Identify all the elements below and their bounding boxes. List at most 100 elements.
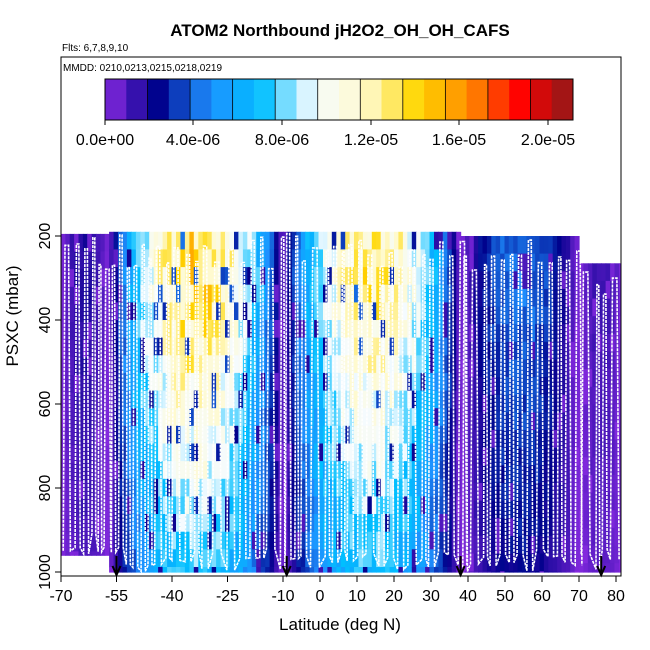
- heatmap-cell: [291, 390, 297, 409]
- heatmap-cell: [260, 284, 266, 303]
- heatmap-cell: [61, 251, 66, 270]
- heatmap-cell: [247, 249, 253, 268]
- heatmap-cell: [380, 302, 386, 321]
- heatmap-cell: [478, 253, 484, 272]
- heatmap-cell: [389, 443, 395, 462]
- heatmap-cell: [491, 288, 497, 308]
- heatmap-cell: [144, 443, 150, 462]
- heatmap-cell: [389, 531, 395, 550]
- heatmap-cell: [469, 553, 475, 572]
- heatmap-cell: [526, 324, 532, 343]
- heatmap-cell: [153, 496, 159, 515]
- heatmap-cell: [87, 269, 93, 288]
- heatmap-cell: [416, 231, 422, 250]
- heatmap-cell: [469, 571, 475, 573]
- heatmap-cell: [274, 372, 280, 392]
- heatmap-cell: [610, 404, 616, 423]
- heatmap-cell: [438, 461, 444, 480]
- heatmap-cell: [91, 498, 97, 517]
- heatmap-cell: [402, 231, 408, 250]
- heatmap-cell: [251, 231, 257, 250]
- heatmap-cell: [614, 386, 620, 405]
- heatmap-cell: [122, 478, 128, 497]
- colorbar-tick-label: 2.0e-05: [521, 132, 575, 149]
- heatmap-cell: [614, 475, 620, 494]
- heatmap-cell: [398, 425, 404, 444]
- colorbar-swatch: [275, 79, 297, 120]
- heatmap-cell: [87, 392, 93, 411]
- colorbar-swatch: [487, 79, 510, 120]
- heatmap-cell: [451, 267, 457, 286]
- heatmap-cell: [256, 302, 262, 321]
- heatmap-cell: [601, 422, 607, 441]
- heatmap-cell: [78, 286, 84, 305]
- heatmap-cell: [118, 408, 124, 427]
- heatmap-cell: [144, 478, 150, 497]
- heatmap-cell: [135, 249, 141, 268]
- heatmap-cell: [211, 567, 217, 573]
- heatmap-cell: [570, 518, 576, 537]
- heatmap-cell: [234, 478, 240, 497]
- heatmap-cell: [265, 231, 271, 250]
- heatmap-cell: [234, 355, 240, 374]
- heatmap-cell: [291, 496, 297, 515]
- heatmap-cell: [619, 386, 621, 405]
- heatmap-cell: [104, 551, 110, 556]
- heatmap-cell: [478, 518, 484, 537]
- heatmap-cell: [158, 514, 164, 533]
- heatmap-cell: [460, 306, 466, 325]
- heatmap-cell: [583, 527, 589, 547]
- heatmap-cell: [184, 531, 190, 550]
- heatmap-cell: [104, 463, 110, 482]
- heatmap-cell: [87, 322, 93, 341]
- heatmap-cell: [74, 410, 80, 429]
- heatmap-cell: [389, 496, 395, 515]
- heatmap-cell: [522, 412, 527, 431]
- plot-frame: [60, 56, 622, 577]
- heatmap-cell: [500, 535, 506, 555]
- heatmap-cell: [265, 531, 271, 550]
- heatmap-cell: [131, 249, 137, 268]
- heatmap-cell: [144, 355, 150, 374]
- heatmap-cell: [473, 535, 479, 555]
- heatmap-cell: [371, 372, 377, 392]
- heatmap-cell: [340, 390, 346, 409]
- heatmap-cell: [247, 231, 253, 250]
- heatmap-cell: [189, 249, 195, 268]
- heatmap-cell: [416, 531, 422, 550]
- heatmap-cell: [314, 425, 320, 444]
- heatmap-cell: [309, 461, 315, 480]
- heatmap-cell: [87, 410, 93, 429]
- heatmap-cell: [522, 324, 527, 343]
- heatmap-cell: [131, 408, 137, 427]
- heatmap-cell: [570, 324, 576, 343]
- heatmap-cell: [438, 443, 444, 462]
- heatmap-cell: [385, 302, 391, 321]
- heatmap-cell: [65, 269, 71, 288]
- heatmap-cell: [473, 412, 479, 431]
- heatmap-cell: [327, 408, 333, 427]
- heatmap-cell: [162, 478, 168, 497]
- heatmap-cell: [557, 430, 563, 449]
- heatmap-cell: [340, 443, 346, 462]
- heatmap-cell: [283, 567, 288, 573]
- heatmap-cell: [402, 478, 408, 497]
- heatmap-cell: [278, 567, 284, 573]
- x-tick-label: 30: [422, 588, 440, 605]
- heatmap-cell: [442, 549, 448, 568]
- heatmap-cell: [570, 253, 576, 272]
- heatmap-cell: [473, 341, 479, 360]
- heatmap-cell: [456, 355, 462, 374]
- heatmap-cell: [305, 372, 311, 392]
- heatmap-cell: [601, 475, 607, 494]
- x-axis-label: Latitude (deg N): [279, 615, 401, 634]
- heatmap-cell: [420, 531, 426, 550]
- heatmap-cell: [234, 496, 240, 515]
- heatmap-cell: [225, 302, 231, 321]
- heatmap-cell: [189, 514, 195, 533]
- colorbar-swatch: [466, 79, 489, 120]
- heatmap-cell: [354, 496, 359, 515]
- heatmap-cell: [543, 430, 549, 449]
- heatmap-cell: [495, 288, 501, 308]
- heatmap-cell: [500, 359, 506, 378]
